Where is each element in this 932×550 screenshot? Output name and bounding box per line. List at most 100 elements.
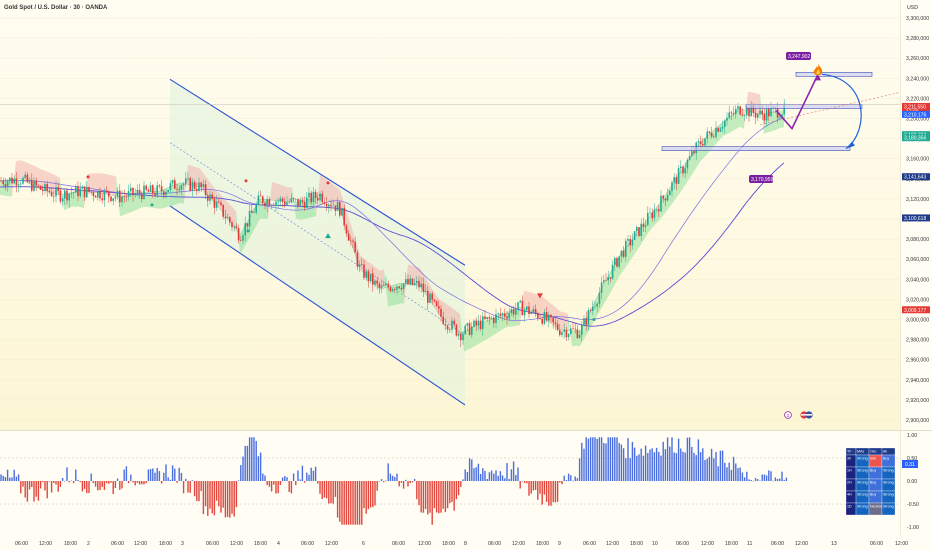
- bear-cloud-segment: [100, 173, 104, 194]
- time-tick-label: 12:00: [512, 541, 525, 547]
- bearish-candle: [479, 320, 482, 329]
- bearish-candle: [83, 186, 86, 198]
- bullish-candle: [312, 191, 315, 203]
- bearish-candle: [675, 177, 678, 184]
- osc-bar-negative: [99, 481, 101, 491]
- osc-bar-negative: [50, 481, 53, 493]
- osc-bar-negative: [229, 481, 231, 518]
- osc-bar-positive: [501, 475, 504, 481]
- osc-tick-label: 0.00: [907, 479, 917, 485]
- bearish-candle: [345, 225, 348, 234]
- channel-layer: [169, 78, 466, 406]
- bearish-candle: [658, 209, 660, 212]
- bullish-candle: [563, 329, 565, 332]
- oscillator-value-tag: 0.31: [902, 460, 918, 468]
- osc-bar-negative: [438, 481, 440, 514]
- osc-bar-positive: [167, 477, 169, 481]
- osc-bar-negative: [369, 481, 372, 508]
- bearish-candle: [57, 187, 59, 191]
- bull-cloud-segment: [476, 323, 480, 346]
- osc-bar-positive: [66, 467, 68, 481]
- time-tick-label: 06:00: [771, 541, 784, 547]
- bearish-candle: [752, 105, 755, 113]
- bearish-candle: [160, 186, 163, 192]
- osc-bar-positive: [158, 471, 161, 481]
- bear-cloud-segment: [224, 198, 228, 220]
- osc-bar-negative: [411, 481, 414, 483]
- osc-bar-negative: [332, 481, 334, 504]
- osc-bar-negative: [72, 481, 75, 484]
- osc-bar-positive: [763, 474, 766, 481]
- osc-bar-negative: [372, 481, 374, 508]
- bearish-candle: [761, 110, 763, 115]
- table-row-text: 30: [847, 457, 851, 461]
- osc-bar-positive: [380, 479, 383, 481]
- bullish-candle: [497, 313, 499, 315]
- bullish-candle: [486, 317, 488, 320]
- bearish-candle: [708, 131, 711, 133]
- osc-bar-positive: [512, 461, 515, 481]
- osc-bar-positive: [636, 455, 638, 481]
- table-row-text: 1D: [847, 505, 852, 509]
- table-row-text: Strong Buy: [883, 469, 901, 473]
- bullish-candle: [79, 188, 81, 197]
- bullish-candle: [396, 286, 398, 290]
- bear-cloud-segment: [52, 173, 56, 194]
- bullish-candle: [783, 103, 785, 115]
- osc-bar-negative: [328, 481, 330, 504]
- osc-bar-positive: [671, 437, 673, 481]
- table-row-text: 4H: [847, 493, 852, 497]
- osc-bar-positive: [658, 451, 660, 481]
- bearish-candle: [321, 193, 323, 203]
- osc-bar-negative: [127, 481, 130, 484]
- osc-bar-positive: [589, 437, 592, 481]
- table-row-text: Buy: [870, 493, 876, 497]
- osc-bar-positive: [475, 467, 477, 481]
- osc-bar-positive: [563, 475, 565, 481]
- bull-cloud-segment: [128, 194, 132, 214]
- osc-bar-positive: [308, 474, 310, 481]
- bearish-candle: [259, 195, 262, 197]
- bearish-candle: [664, 198, 667, 201]
- bearish-candle: [376, 280, 378, 284]
- bear-cloud-segment: [192, 165, 196, 187]
- osc-bar-negative: [88, 481, 90, 494]
- oscillator-tag-label: 0.31: [905, 462, 915, 468]
- osc-bar-negative: [79, 481, 81, 483]
- price-tick-label: 2,980,000: [906, 338, 929, 344]
- osc-bar-positive: [385, 480, 387, 481]
- bullish-candle: [75, 186, 77, 193]
- bullish-candle: [596, 303, 598, 307]
- bullish-candle: [618, 256, 620, 267]
- bearish-candle: [314, 191, 317, 198]
- bearish-candle: [224, 216, 227, 219]
- bull-cloud-segment: [172, 184, 176, 206]
- bullish-candle: [611, 264, 614, 279]
- bearish-candle: [545, 312, 548, 321]
- table-row-text: Strong Buy: [883, 481, 901, 485]
- table-row-text: Strong Buy: [857, 505, 875, 509]
- bearish-candle: [196, 188, 198, 192]
- bullish-candle: [607, 277, 609, 281]
- osc-bar-positive: [627, 438, 629, 481]
- osc-bar-negative: [176, 481, 178, 483]
- osc-bar-positive: [737, 468, 739, 481]
- osc-bar-positive: [156, 467, 158, 481]
- oscillator-histogram: [0, 437, 788, 525]
- dividend-event-icon[interactable]: [784, 411, 792, 419]
- bearish-candle: [537, 313, 539, 319]
- time-tick-label: 12:00: [418, 541, 431, 547]
- buy-signal-dot: [592, 317, 596, 321]
- osc-bar-positive: [154, 472, 156, 481]
- bullish-candle: [286, 202, 288, 205]
- osc-bar-negative: [400, 481, 403, 483]
- bullish-candle: [677, 168, 680, 184]
- table-row-text: 2H: [847, 481, 852, 485]
- osc-bar-negative: [119, 481, 121, 490]
- bearish-candle: [213, 198, 216, 208]
- osc-bar-negative: [336, 481, 339, 518]
- bullish-candle: [253, 212, 255, 214]
- bearish-candle: [246, 223, 249, 227]
- osc-bar-positive: [699, 452, 702, 481]
